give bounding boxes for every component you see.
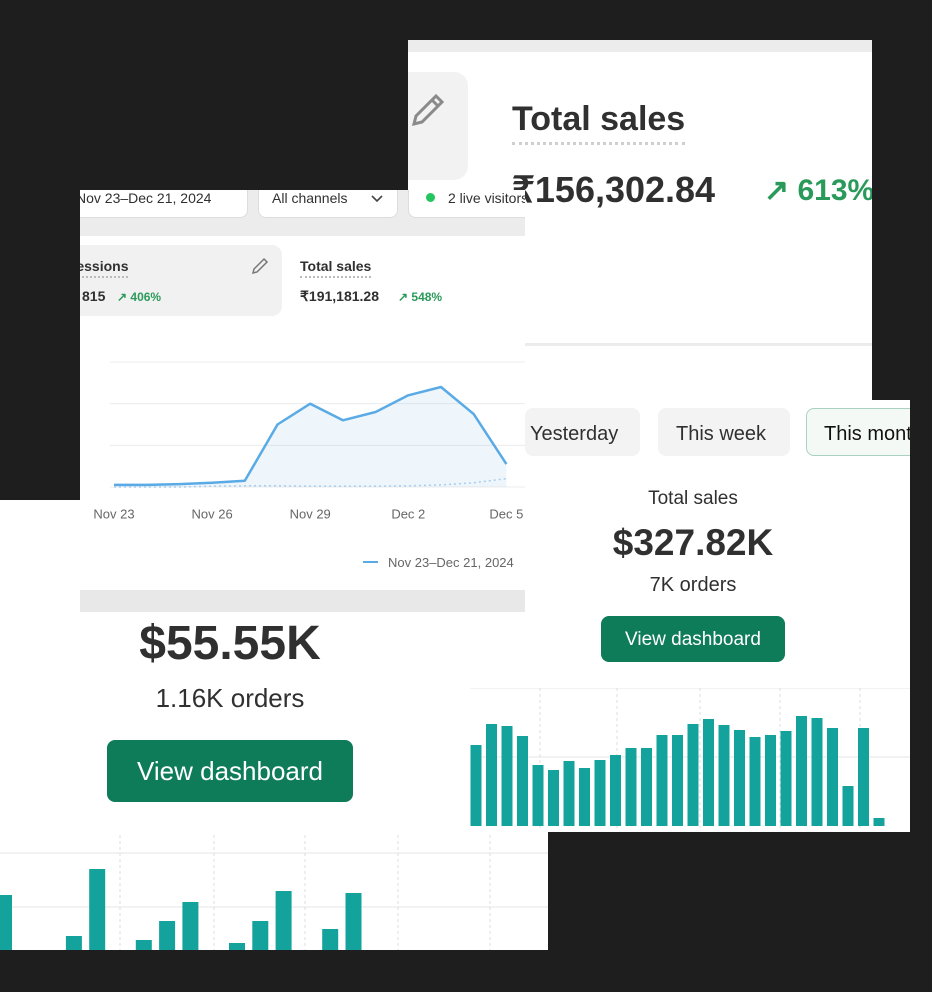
- bar: [734, 730, 745, 826]
- tab-label: This week: [676, 423, 767, 445]
- tab-label: This month: [824, 423, 910, 445]
- orders: 1.16K orders: [155, 683, 305, 713]
- bar: [532, 765, 544, 826]
- bar-chart: [0, 835, 548, 950]
- bar: [873, 818, 885, 826]
- bar: [780, 731, 792, 826]
- tab-label: Yesterday: [530, 423, 619, 445]
- metric-value: 815: [82, 288, 106, 304]
- bar: [501, 726, 513, 826]
- bar: [703, 719, 714, 826]
- title: Total sales: [512, 102, 686, 145]
- bar: [252, 921, 269, 950]
- pencil-icon: [411, 93, 445, 127]
- area: [114, 387, 507, 487]
- bar: [625, 748, 637, 826]
- legend-label: Nov 23–Dec 21, 2024: [388, 555, 514, 570]
- bar: [548, 770, 559, 826]
- bar: [517, 736, 528, 826]
- bar: [842, 786, 854, 826]
- bar: [718, 725, 730, 826]
- sessions-card[interactable]: [80, 245, 282, 316]
- analytics-panel: Nov 23–Dec 21, 2024 All channels 2 live …: [80, 190, 525, 612]
- metric-label: Sessions: [80, 259, 129, 278]
- legend-swatch: [363, 561, 378, 563]
- channels-label: All channels: [272, 190, 348, 206]
- chevron-icon: [371, 195, 383, 203]
- pencil-icon: [251, 257, 269, 275]
- view-dashboard-button[interactable]: View dashboard: [107, 740, 353, 802]
- tab[interactable]: [525, 408, 640, 456]
- bar: [135, 940, 152, 950]
- bar: [0, 895, 12, 950]
- label: Total sales: [648, 488, 738, 509]
- live-label: 2 live visitors: [448, 190, 525, 206]
- bar: [345, 893, 362, 950]
- bar: [858, 728, 869, 826]
- bar: [486, 724, 497, 826]
- divider: [408, 343, 872, 346]
- sales-panel: Yesterday This week This month Total sal…: [470, 400, 910, 832]
- bar: [229, 943, 245, 950]
- orders: 7K orders: [649, 574, 737, 596]
- metric-label: Total sales: [300, 259, 372, 278]
- bar: [182, 902, 199, 950]
- live-dot: [426, 193, 435, 202]
- bar: [765, 735, 776, 826]
- metric-value: ₹191,181.28: [300, 288, 379, 304]
- amount: $55.55K: [139, 617, 321, 670]
- x-tick-label: Nov 29: [290, 506, 331, 521]
- x-tick-label: Nov 26: [191, 506, 232, 521]
- date-label: Nov 23–Dec 21, 2024: [80, 190, 212, 206]
- bar: [322, 929, 339, 950]
- amount: $327.82K: [612, 522, 774, 563]
- bar: [656, 735, 668, 826]
- amount: ₹156,302.84: [512, 169, 716, 210]
- bar: [159, 921, 176, 950]
- metric-change: ↗ 548%: [398, 290, 443, 304]
- metric-change: ↗ 406%: [117, 290, 162, 304]
- view-dashboard-button[interactable]: View dashboard: [601, 616, 785, 662]
- bar: [65, 936, 82, 950]
- x-tick-label: Dec 2: [391, 506, 425, 521]
- bar: [594, 760, 606, 826]
- bar: [470, 745, 482, 826]
- bar: [796, 716, 807, 826]
- bar: [827, 728, 838, 826]
- bar-chart: [470, 688, 910, 828]
- bar: [811, 718, 823, 826]
- top-strip: [408, 40, 872, 52]
- bar: [563, 761, 575, 826]
- x-tick-label: Dec 5: [489, 506, 523, 521]
- bar: [275, 891, 292, 950]
- x-tick-label: Nov 23: [93, 506, 134, 521]
- footer-band: [80, 590, 525, 612]
- tab[interactable]: [658, 408, 790, 456]
- channels-button[interactable]: [258, 190, 398, 218]
- change: ↗ 613%: [764, 174, 872, 207]
- bar: [749, 737, 761, 826]
- line-chart: Nov 23 Nov 26 Nov 29 Dec 2 Dec 5: [93, 361, 525, 521]
- tab-selected[interactable]: [806, 408, 910, 456]
- edit-card[interactable]: [408, 72, 468, 180]
- bar: [687, 724, 699, 826]
- line: [114, 385, 508, 487]
- bar: [89, 869, 106, 950]
- bar: [641, 748, 652, 826]
- bar: [610, 755, 621, 826]
- bar: [672, 735, 683, 826]
- line: [114, 477, 507, 488]
- date-button[interactable]: [80, 190, 248, 218]
- bar: [579, 768, 590, 826]
